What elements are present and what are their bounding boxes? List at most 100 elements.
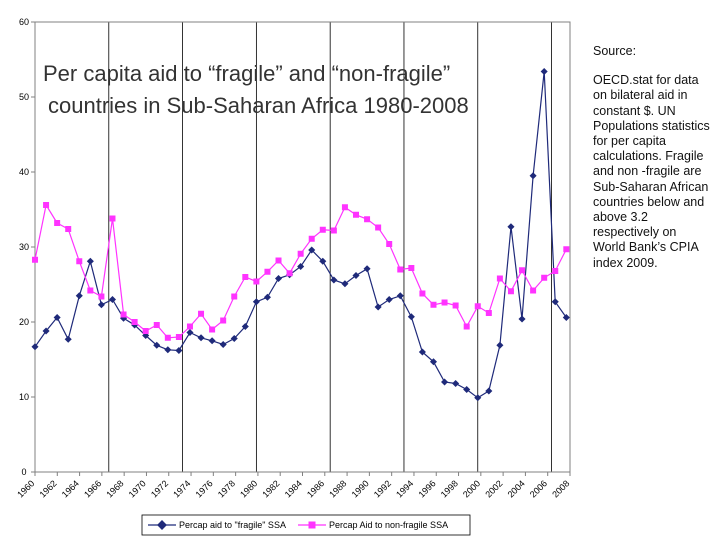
data-point	[353, 211, 359, 218]
data-point	[32, 256, 38, 263]
data-point	[407, 313, 415, 321]
y-tick-label: 10	[19, 392, 29, 402]
data-point	[108, 295, 117, 304]
data-point	[241, 322, 249, 331]
x-tick-label: 1978	[216, 478, 237, 499]
data-point	[308, 235, 315, 242]
data-point	[219, 340, 227, 349]
data-point	[274, 274, 283, 283]
x-tick-label: 2002	[483, 478, 504, 499]
data-point	[507, 223, 515, 231]
data-point	[109, 215, 116, 222]
source-label: Source:	[593, 44, 637, 58]
data-point	[319, 257, 327, 265]
data-point	[308, 246, 316, 254]
data-point	[408, 265, 415, 271]
data-point	[87, 287, 94, 294]
data-point	[562, 313, 570, 322]
data-point	[563, 246, 570, 253]
data-point	[363, 265, 371, 273]
data-point	[197, 334, 205, 342]
data-point	[164, 334, 171, 341]
data-point	[120, 311, 127, 318]
y-tick-label: 0	[21, 467, 26, 477]
data-point	[452, 302, 459, 309]
legend-marker-fragile	[157, 520, 167, 530]
x-tick-label: 1972	[149, 478, 170, 499]
data-point	[418, 348, 426, 356]
x-tick-label: 1964	[60, 478, 81, 499]
x-tick-label: 1976	[194, 478, 215, 499]
data-point	[142, 328, 149, 334]
data-point	[76, 258, 83, 265]
data-point	[541, 274, 548, 281]
x-tick-label: 1986	[305, 478, 326, 499]
data-point	[264, 268, 271, 275]
data-point	[97, 301, 105, 309]
data-point	[86, 257, 94, 265]
data-point	[375, 224, 382, 231]
data-point	[485, 387, 493, 395]
data-point	[530, 287, 537, 294]
data-point	[430, 301, 437, 308]
data-point	[153, 322, 160, 328]
data-point	[518, 315, 526, 323]
x-tick-label: 1960	[15, 478, 36, 499]
data-point	[540, 67, 548, 76]
data-point	[31, 343, 39, 351]
series-nonfragile	[32, 202, 570, 341]
data-point	[220, 317, 227, 324]
y-tick-label: 20	[19, 317, 29, 327]
x-tick-label: 1994	[394, 478, 415, 499]
data-point	[253, 278, 260, 285]
x-tick-label: 1980	[238, 478, 259, 499]
data-point	[496, 275, 503, 282]
data-point	[175, 346, 183, 355]
legend-marker-nonfragile	[308, 521, 316, 529]
data-point	[208, 337, 216, 345]
data-point	[474, 303, 481, 310]
series-fragile	[31, 67, 570, 402]
data-point	[319, 226, 326, 233]
data-point	[341, 280, 349, 288]
data-point	[242, 274, 249, 280]
x-tick-label: 1970	[127, 478, 148, 499]
data-point	[131, 319, 138, 325]
data-point	[175, 334, 182, 340]
legend-label-fragile: Percap aid to "fragile" SSA	[179, 520, 286, 530]
x-tick-label: 1992	[372, 478, 393, 499]
data-point	[263, 293, 271, 301]
data-point	[42, 327, 50, 335]
vertical-gridlines	[108, 22, 552, 472]
data-point	[186, 328, 194, 337]
data-point	[297, 262, 305, 271]
data-point	[463, 323, 470, 330]
data-point	[396, 292, 404, 300]
chart-title-line-1: Per capita aid to “fragile” and “non-fra…	[43, 61, 450, 86]
data-point	[441, 378, 449, 386]
data-point	[397, 266, 404, 273]
series-layer	[31, 67, 570, 402]
y-axis: 0 10 20 30 40 50 60	[19, 17, 35, 477]
data-point	[230, 334, 238, 343]
data-point	[507, 288, 514, 295]
legend: Percap aid to "fragile" SSA Percap Aid t…	[141, 514, 471, 536]
y-tick-label: 60	[19, 17, 29, 27]
y-tick-label: 30	[19, 242, 29, 252]
data-point	[186, 323, 193, 330]
data-point	[485, 310, 492, 316]
data-point	[64, 335, 72, 343]
source-note: Source: OECD.stat for data on bilateral …	[593, 44, 711, 271]
data-point	[98, 293, 105, 300]
y-tick-label: 40	[19, 167, 29, 177]
data-point	[65, 226, 72, 232]
x-tick-label: 2000	[461, 478, 482, 499]
data-point	[429, 358, 438, 366]
x-tick-label: 1998	[439, 478, 460, 499]
x-tick-label: 2008	[550, 478, 571, 499]
y-tick-label: 50	[19, 92, 29, 102]
data-point	[252, 298, 260, 306]
data-point	[551, 298, 559, 306]
data-point	[330, 276, 338, 284]
